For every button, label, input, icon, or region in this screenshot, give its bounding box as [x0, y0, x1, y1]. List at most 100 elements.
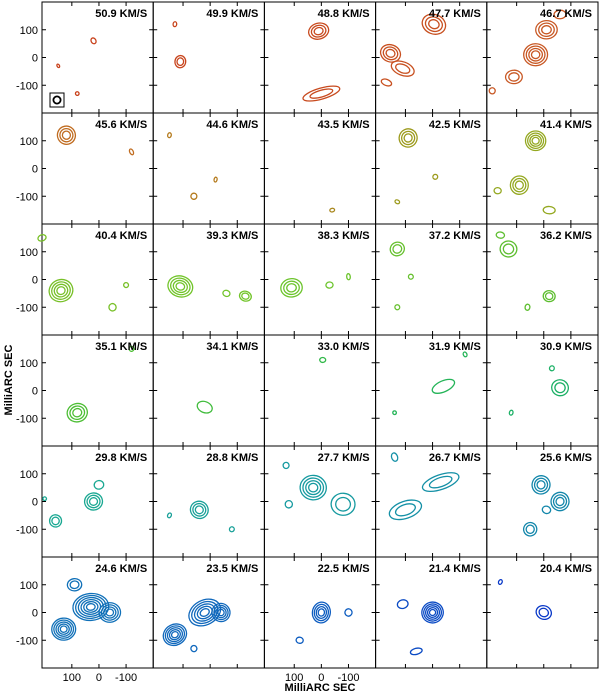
contour-level	[100, 604, 119, 621]
contour-level	[192, 502, 207, 517]
contour-level	[305, 480, 322, 496]
contour-level	[542, 289, 556, 303]
contour-level	[189, 500, 209, 520]
contour-level	[524, 130, 547, 152]
contour-level	[499, 240, 518, 258]
y-tick-label: 0	[32, 386, 38, 398]
contour-level	[175, 282, 186, 291]
velocity-label: 27.7 KM/S	[318, 452, 370, 464]
contour-level	[169, 277, 191, 296]
y-tick-label: 100	[20, 358, 38, 370]
contour-level	[167, 275, 194, 298]
contour-level	[86, 494, 101, 509]
x-axis-label: MilliARC SEC	[285, 682, 356, 694]
contour-level	[497, 578, 503, 585]
contour-level	[55, 621, 73, 637]
contour-level	[330, 492, 356, 516]
contour-level	[428, 475, 453, 489]
contour-level	[531, 136, 540, 145]
contour-level	[329, 207, 336, 213]
y-axis-label: MilliARC SEC	[3, 345, 15, 416]
velocity-label: 41.4 KM/S	[540, 119, 592, 131]
contour-level	[72, 407, 83, 418]
contour-level	[228, 526, 235, 533]
contour-level	[193, 603, 216, 622]
contour-level	[495, 231, 506, 239]
contour-level	[98, 602, 122, 623]
contour-level	[103, 606, 117, 619]
contour-level	[286, 283, 297, 293]
contour-level	[311, 601, 331, 624]
panel-grid: 50.9 KM/S 49.9 KM/S 48.8 KM/S 47.7 KM/S 46.7…	[37, 1, 599, 669]
contour-level	[83, 492, 104, 511]
velocity-label: 48.8 KM/S	[318, 8, 370, 20]
contour-level	[536, 480, 546, 490]
contour-level	[551, 379, 570, 397]
velocity-label: 22.5 KM/S	[318, 563, 370, 575]
channel-panel: 36.2 KM/S	[486, 223, 599, 336]
contour-level	[389, 241, 406, 257]
contour-level	[344, 608, 353, 617]
channel-panel: 29.8 KM/S	[41, 445, 154, 558]
velocity-label: 39.3 KM/S	[206, 230, 258, 242]
contour-level	[42, 496, 48, 502]
y-tick-label: -100	[16, 302, 38, 314]
contour-level	[398, 128, 418, 148]
beam-marker-box	[49, 92, 65, 108]
velocity-label: 42.5 KM/S	[429, 119, 481, 131]
y-tick-label: 100	[20, 136, 38, 148]
velocity-label: 50.9 KM/S	[95, 8, 147, 20]
contour-level	[283, 280, 300, 296]
contour-level	[525, 45, 546, 64]
channel-panel: 22.5 KM/S	[263, 556, 377, 669]
contour-level	[538, 22, 555, 38]
contour-level	[211, 602, 231, 623]
contour-level	[59, 127, 74, 143]
contour-level	[167, 132, 172, 139]
contour-level	[394, 304, 401, 311]
contour-level	[309, 88, 334, 99]
contour-level	[535, 604, 553, 621]
velocity-label: 45.6 KM/S	[95, 119, 147, 131]
contour-level	[315, 606, 328, 619]
velocity-label: 21.4 KM/S	[429, 563, 481, 575]
y-tick-label: 0	[32, 164, 38, 176]
y-tick-label: 0	[32, 275, 38, 287]
channel-panel: 33.0 KM/S	[263, 334, 377, 447]
contour-level	[380, 78, 393, 87]
contour-level	[170, 630, 179, 639]
contour-level	[525, 524, 535, 535]
contour-level	[37, 234, 47, 242]
channel-panel: 42.5 KM/S	[375, 112, 488, 225]
velocity-label: 46.7 KM/S	[540, 8, 592, 20]
velocity-label: 29.8 KM/S	[95, 452, 147, 464]
contour-level	[555, 496, 565, 507]
contour-level	[462, 351, 468, 358]
velocity-label: 44.6 KM/S	[206, 119, 258, 131]
velocity-label: 31.9 KM/S	[429, 341, 481, 353]
contour-level	[554, 382, 566, 394]
contour-level	[382, 46, 399, 61]
contour-level	[93, 479, 105, 490]
contour-level	[527, 132, 545, 150]
contour-level	[317, 608, 326, 617]
contour-level	[390, 452, 399, 462]
channel-panel: 35.1 KM/S	[41, 334, 154, 447]
x-tick-label: 100	[285, 672, 303, 684]
contour-level	[508, 409, 514, 416]
contour-level	[522, 521, 538, 537]
contour-level	[56, 125, 77, 145]
contour-level	[56, 286, 66, 296]
contour-level	[535, 19, 558, 40]
y-tick-label: 100	[20, 25, 38, 37]
contour-level	[88, 497, 99, 506]
channel-panel: 44.6 KM/S	[152, 112, 265, 225]
contour-level	[396, 599, 409, 610]
contour-level	[61, 130, 72, 140]
contour-level	[172, 279, 188, 294]
velocity-label: 26.7 KM/S	[429, 452, 481, 464]
contour-level	[108, 302, 117, 312]
contour-level	[69, 405, 86, 421]
x-tick-label: 100	[63, 672, 81, 684]
